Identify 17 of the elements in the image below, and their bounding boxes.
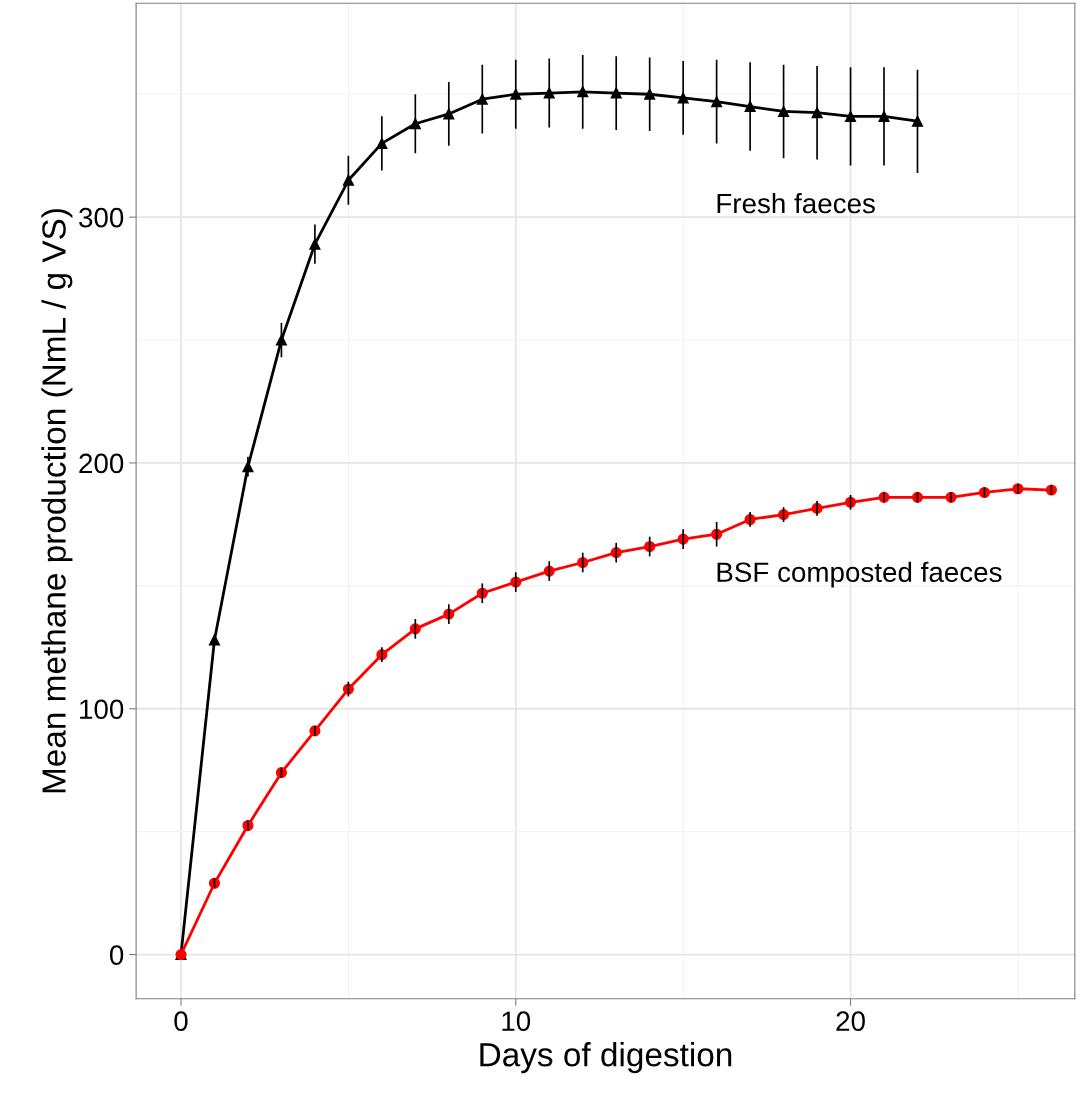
x-tick-label: 10 — [502, 1011, 531, 1032]
point — [342, 174, 354, 186]
point — [275, 334, 287, 346]
x-tick-label: 0 — [174, 1011, 188, 1032]
y-axis-title: Mean methane production (NmL / g VS) — [41, 209, 73, 793]
x-tick-label: 20 — [836, 1011, 865, 1032]
x-axis-title: Days of digestion — [480, 1042, 732, 1074]
y-tick-label: 0 — [109, 945, 124, 965]
series-label: BSF composted faeces — [717, 561, 1002, 588]
y-tick-label: 200 — [79, 453, 124, 474]
y-tick-label: 300 — [79, 207, 124, 228]
point — [711, 96, 723, 108]
point — [911, 115, 924, 127]
y-tick-label: 100 — [80, 699, 124, 720]
point — [844, 110, 857, 122]
point — [778, 105, 790, 118]
text: Fresh faeces — [717, 192, 875, 214]
